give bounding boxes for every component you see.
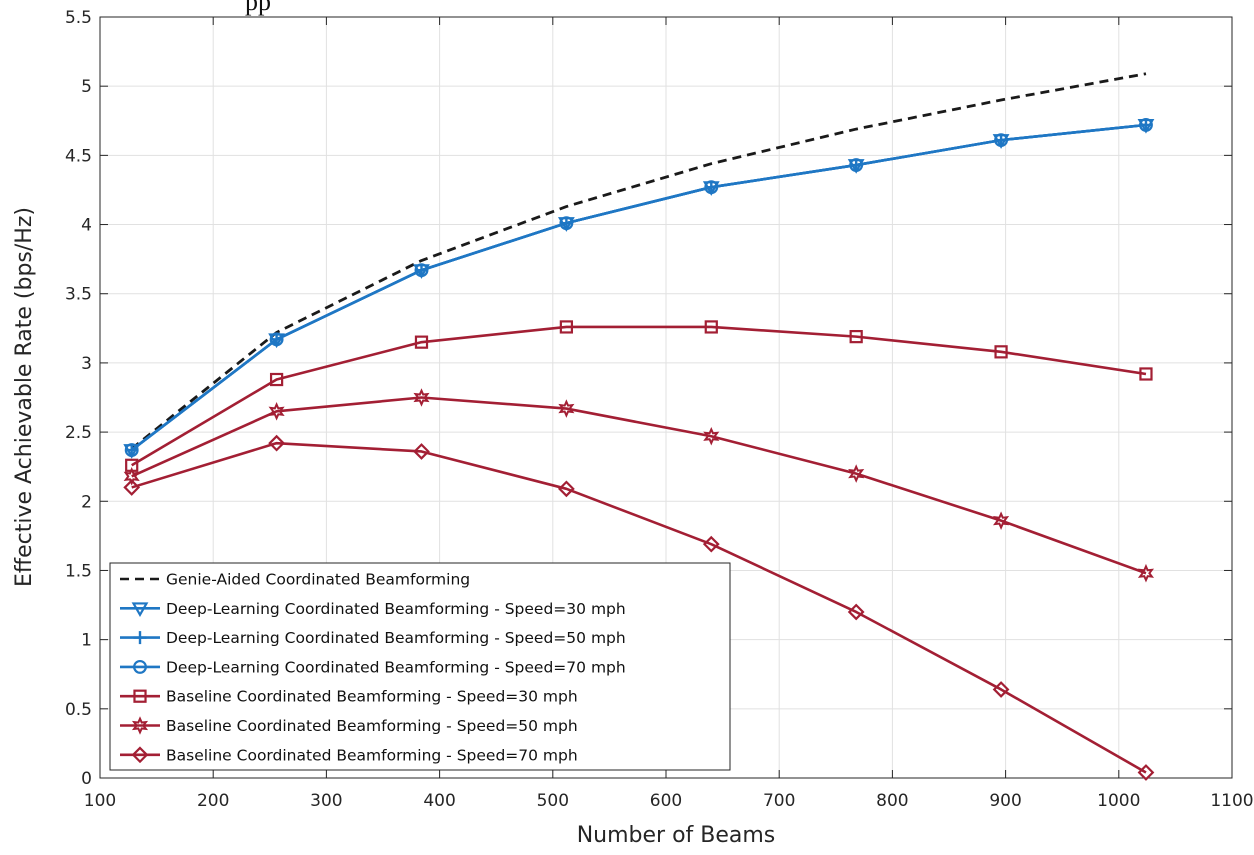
plus-marker (125, 443, 139, 457)
x-tick-label: 500 (537, 791, 569, 811)
series-line (131, 441, 1147, 774)
legend-label: Genie-Aided Coordinated Beamforming (166, 571, 470, 589)
circle-marker (124, 443, 139, 458)
circle-marker (133, 659, 147, 674)
square-marker (994, 345, 1008, 359)
y-tick-label: 1.5 (65, 561, 92, 581)
clipped-header-text: pp (245, 0, 271, 16)
plus-marker (133, 631, 147, 645)
diamond-marker (992, 681, 1010, 698)
circle-marker (704, 180, 719, 195)
x-tick-label: 200 (197, 791, 229, 811)
x-tick-label: 400 (423, 791, 455, 811)
legend-label: Baseline Coordinated Beamforming - Speed… (166, 688, 578, 706)
hexagram-marker (413, 388, 430, 407)
diamond-marker (847, 603, 865, 621)
y-tick-label: 0 (81, 769, 92, 789)
series-6 (123, 388, 1155, 583)
legend-item: Deep-Learning Coordinated Beamforming - … (120, 629, 626, 647)
hexagram-marker (993, 511, 1010, 530)
circle-marker (849, 158, 864, 172)
circle-marker (414, 263, 429, 278)
series-line (131, 325, 1147, 467)
series-layer (123, 72, 1155, 781)
legend: Genie-Aided Coordinated Beamforming Deep-… (109, 562, 731, 771)
y-tick-label: 1 (81, 631, 92, 651)
series-line (130, 72, 1147, 450)
hexagram-marker (703, 426, 720, 446)
legend-item: Deep-Learning Coordinated Beamforming - … (120, 600, 626, 618)
diamond-marker (413, 443, 430, 460)
legend-item: Baseline Coordinated Beamforming - Speed… (120, 746, 578, 764)
x-tick-label: 700 (763, 791, 795, 811)
x-tick-label: 1000 (1097, 791, 1140, 811)
legend-item: Baseline Coordinated Beamforming - Speed… (120, 688, 578, 706)
series-1 (130, 72, 1147, 450)
legend-box (109, 562, 731, 771)
series-line (130, 123, 1147, 452)
triangle-down-marker (131, 602, 149, 618)
axes: 100 200 300 400 500 600 700 800 900 1000 1100 0 0.5 1… (65, 8, 1254, 811)
y-tick-label: 2 (81, 492, 92, 512)
series-7 (123, 434, 1155, 781)
diamond-marker (1137, 764, 1155, 781)
series-line (130, 123, 1147, 452)
series-5 (125, 320, 1153, 472)
y-axis-title: Effective Achievable Rate (bps/Hz) (12, 207, 37, 587)
circle-marker (994, 133, 1009, 148)
series-3 (125, 118, 1153, 457)
diamond-marker (558, 480, 575, 498)
x-tick-label: 100 (84, 791, 116, 811)
circle-marker (269, 332, 284, 347)
y-tick-label: 2.5 (65, 423, 92, 443)
circle-marker (1139, 117, 1153, 132)
square-marker (269, 372, 284, 387)
y-tick-label: 4.5 (65, 146, 92, 166)
square-marker (849, 329, 863, 344)
y-tick-label: 3.5 (65, 285, 92, 305)
legend-label: Deep-Learning Coordinated Beamforming - … (166, 600, 626, 618)
x-tick-label: 800 (876, 791, 908, 811)
y-tick-label: 5 (81, 77, 92, 97)
y-tick-label: 5.5 (65, 8, 92, 28)
hexagram-marker (558, 399, 575, 418)
legend-label: Baseline Coordinated Beamforming - Speed… (166, 746, 578, 764)
legend-item: Genie-Aided Coordinated Beamforming (120, 571, 470, 589)
square-marker (704, 320, 718, 334)
hexagram-marker (268, 402, 285, 421)
hexagram-marker (123, 467, 140, 486)
y-tick-label: 4 (81, 216, 92, 236)
square-marker (414, 335, 429, 349)
diamond-marker (702, 535, 720, 553)
x-tick-label: 600 (650, 791, 682, 811)
series-2 (123, 118, 1155, 459)
diamond-marker (268, 434, 285, 452)
legend-item: Baseline Coordinated Beamforming - Speed… (120, 716, 578, 735)
legend-label: Deep-Learning Coordinated Beamforming - … (166, 629, 626, 647)
series-line (131, 396, 1147, 575)
square-marker (133, 689, 147, 703)
x-axis-title: Number of Beams (577, 823, 776, 848)
legend-item: Deep-Learning Coordinated Beamforming - … (120, 658, 626, 676)
x-tick-label: 300 (310, 791, 342, 811)
legend-label: Deep-Learning Coordinated Beamforming - … (166, 658, 626, 676)
y-tick-label: 3 (81, 354, 92, 374)
hexagram-marker (131, 716, 149, 735)
x-tick-label: 900 (989, 791, 1021, 811)
hexagram-marker (1137, 563, 1155, 583)
diamond-marker (131, 746, 149, 764)
square-marker (559, 320, 574, 334)
legend-label: Baseline Coordinated Beamforming - Speed… (166, 717, 578, 735)
series-4 (124, 117, 1153, 458)
hexagram-marker (848, 464, 865, 483)
diamond-marker (123, 479, 141, 496)
circle-marker (559, 216, 574, 231)
series-line (130, 123, 1147, 452)
x-tick-label: 1100 (1210, 791, 1253, 811)
y-tick-label: 0.5 (65, 700, 92, 720)
square-marker (1139, 367, 1153, 381)
